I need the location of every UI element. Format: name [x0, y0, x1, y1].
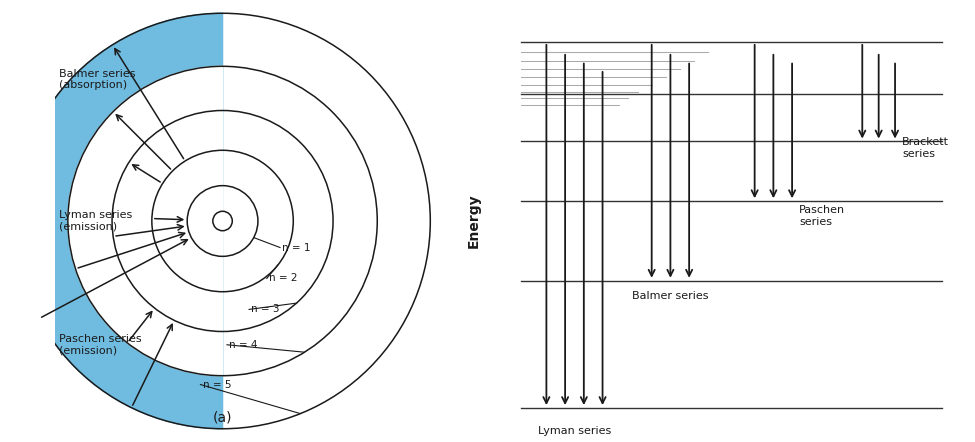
Wedge shape	[112, 110, 222, 332]
Text: Brackett
series: Brackett series	[902, 137, 949, 159]
Text: n = 5: n = 5	[203, 380, 231, 389]
Text: (a): (a)	[213, 410, 232, 424]
Text: n = 1: n = 1	[282, 243, 311, 252]
Text: Paschen
series: Paschen series	[800, 205, 845, 227]
Text: Paschen series
(emission): Paschen series (emission)	[59, 334, 141, 355]
Wedge shape	[152, 150, 222, 292]
Wedge shape	[112, 110, 222, 332]
Text: Lyman series: Lyman series	[538, 426, 611, 436]
Wedge shape	[68, 66, 222, 376]
Text: Energy: Energy	[467, 194, 481, 248]
Circle shape	[213, 211, 232, 231]
Wedge shape	[187, 186, 222, 256]
Text: n = 2: n = 2	[269, 274, 297, 283]
Text: Balmer series: Balmer series	[632, 291, 709, 301]
Wedge shape	[187, 186, 222, 256]
Text: n = 3: n = 3	[252, 305, 280, 314]
Wedge shape	[15, 13, 222, 429]
Wedge shape	[187, 186, 222, 256]
Wedge shape	[68, 66, 222, 376]
Text: Balmer series
(absorption): Balmer series (absorption)	[59, 69, 136, 90]
Text: n = 4: n = 4	[229, 340, 257, 350]
Text: Lyman series
(emission): Lyman series (emission)	[59, 210, 133, 232]
Wedge shape	[152, 150, 222, 292]
